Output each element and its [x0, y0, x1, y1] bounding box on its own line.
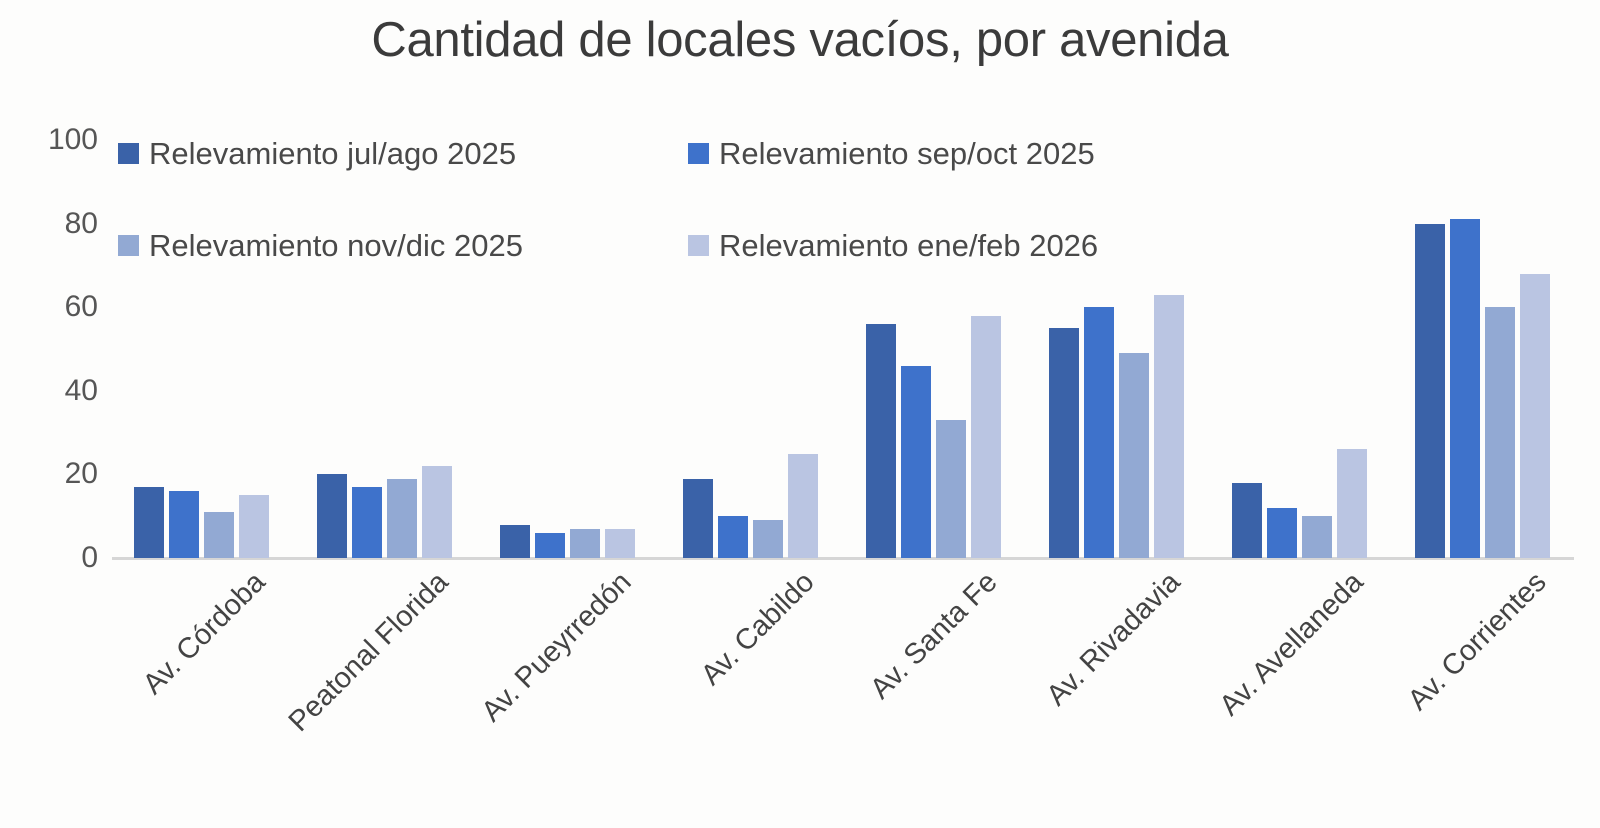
- legend-item[interactable]: Relevamiento sep/oct 2025: [688, 130, 1228, 176]
- legend-color-swatch: [118, 142, 139, 164]
- bar-group: [1049, 140, 1194, 558]
- bar-group: [134, 140, 279, 558]
- chart-title: Cantidad de locales vacíos, por avenida: [371, 13, 1229, 67]
- bar[interactable]: [901, 365, 931, 558]
- bar[interactable]: [1337, 449, 1367, 558]
- plot-area: [112, 140, 1572, 558]
- x-axis-category-label: Av. Rivadavia: [1040, 566, 1187, 713]
- x-axis-category-label: Peatonal Florida: [282, 566, 455, 738]
- y-axis-tick-label: 60: [64, 290, 98, 324]
- legend-label: Relevamiento jul/ago 2025: [149, 135, 517, 171]
- x-axis-category-label: Av. Avellaneda: [1213, 566, 1370, 723]
- bar-group: [500, 140, 645, 558]
- y-axis-tick-label: 100: [47, 123, 98, 156]
- bar[interactable]: [753, 520, 783, 558]
- bar[interactable]: [134, 486, 164, 558]
- y-axis-tick-label: 0: [81, 541, 98, 574]
- x-axis-baseline: [112, 557, 1574, 560]
- bar[interactable]: [1267, 507, 1297, 558]
- bar[interactable]: [317, 474, 347, 558]
- legend-color-swatch: [688, 142, 709, 164]
- legend-item[interactable]: Relevamiento nov/dic 2025: [118, 222, 688, 268]
- legend-color-swatch: [688, 234, 709, 256]
- legend-label: Relevamiento ene/feb 2026: [719, 227, 1099, 263]
- y-axis-tick-label: 80: [64, 206, 98, 240]
- bar[interactable]: [788, 453, 818, 558]
- bar[interactable]: [971, 315, 1001, 558]
- y-axis-tick-label: 40: [64, 373, 98, 407]
- bar[interactable]: [1232, 482, 1262, 558]
- bar[interactable]: [936, 420, 966, 558]
- bar[interactable]: [1485, 307, 1515, 558]
- bar[interactable]: [239, 495, 269, 558]
- bar[interactable]: [352, 486, 382, 558]
- chart-legend: Relevamiento jul/ago 2025 Relevamiento se…: [118, 130, 1228, 314]
- x-axis-category-label: Av. Pueyrredón: [475, 566, 638, 729]
- bar-group: [1232, 140, 1377, 558]
- x-axis-category-label: Av. Corrientes: [1401, 566, 1553, 717]
- x-axis-category-label: Av. Córdoba: [136, 566, 272, 701]
- x-axis-category-label: Av. Cabildo: [694, 566, 821, 692]
- bar-group: [866, 140, 1011, 558]
- y-axis-tick-label: 20: [64, 457, 98, 491]
- bar-group: [1415, 140, 1560, 558]
- bar[interactable]: [1415, 223, 1445, 558]
- bar-group: [317, 140, 462, 558]
- legend-item[interactable]: Relevamiento jul/ago 2025: [118, 130, 688, 176]
- bar[interactable]: [683, 478, 713, 558]
- bar[interactable]: [1049, 328, 1079, 558]
- bar[interactable]: [500, 524, 530, 558]
- bar[interactable]: [169, 491, 199, 558]
- legend-label: Relevamiento sep/oct 2025: [719, 135, 1095, 171]
- bar[interactable]: [422, 466, 452, 558]
- bar[interactable]: [387, 478, 417, 558]
- bar[interactable]: [1154, 294, 1184, 558]
- bar[interactable]: [1302, 516, 1332, 558]
- bar[interactable]: [570, 528, 600, 558]
- legend-label: Relevamiento nov/dic 2025: [149, 227, 523, 263]
- legend-color-swatch: [118, 234, 139, 256]
- x-axis-category-label: Av. Santa Fe: [863, 566, 1004, 706]
- legend-item[interactable]: Relevamiento ene/feb 2026: [688, 222, 1228, 268]
- bar[interactable]: [204, 512, 234, 558]
- bar[interactable]: [1119, 353, 1149, 558]
- bar[interactable]: [1520, 273, 1550, 558]
- bar[interactable]: [1450, 219, 1480, 558]
- bar-group: [683, 140, 828, 558]
- bar[interactable]: [1084, 307, 1114, 558]
- bar[interactable]: [605, 528, 635, 558]
- bar[interactable]: [718, 516, 748, 558]
- bar[interactable]: [535, 532, 565, 558]
- bar[interactable]: [866, 323, 896, 558]
